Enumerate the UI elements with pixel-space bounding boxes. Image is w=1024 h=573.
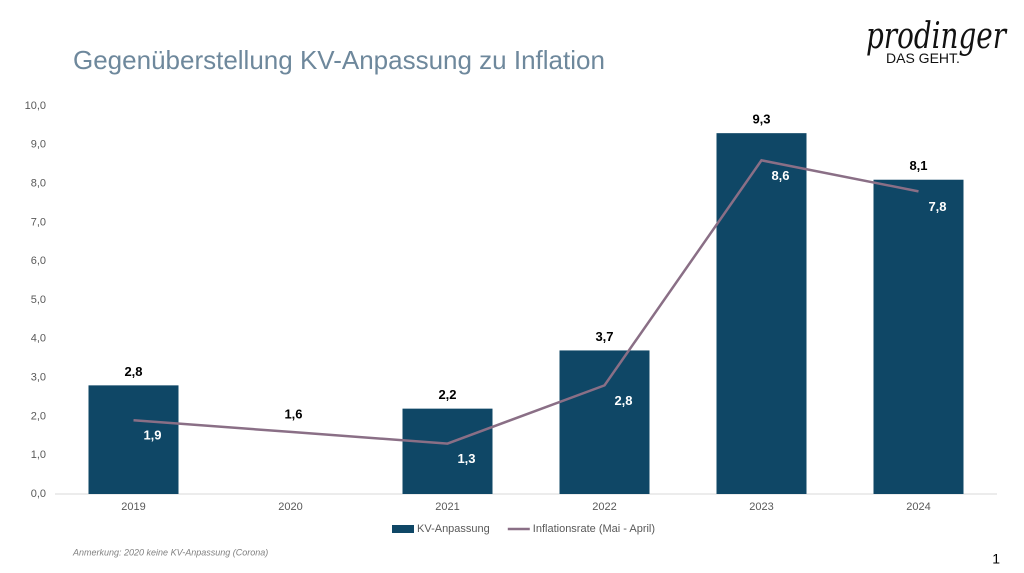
- y-tick-label: 8,0: [31, 178, 46, 190]
- line: [133, 158, 919, 445]
- y-tick-label: 7,0: [31, 216, 46, 228]
- x-tick-label: 2022: [592, 501, 616, 513]
- y-tick-label: 2,0: [31, 410, 46, 422]
- logo-brand: prodinger: [866, 16, 1007, 57]
- x-tick-label: 2020: [278, 501, 302, 513]
- y-tick-label: 5,0: [31, 294, 46, 306]
- legend-label: Inflationsrate (Mai - April): [533, 523, 655, 535]
- annotation: Anmerkung: 2020 keine KV-Anpassung (Coro…: [72, 547, 268, 557]
- bar: [88, 385, 179, 494]
- bar: [716, 133, 807, 494]
- y-tick-label: 1,0: [31, 449, 46, 461]
- y-tick-label: 3,0: [31, 372, 46, 384]
- bar: [402, 408, 493, 494]
- bar-value-label: 2,2: [438, 387, 456, 402]
- page-number: 1: [992, 551, 1000, 567]
- line-value-label: 8,6: [771, 168, 789, 183]
- y-tick-label: 4,0: [31, 333, 46, 345]
- line-value-label: 1,3: [457, 451, 475, 466]
- line-value-label: 1,6: [284, 406, 302, 421]
- x-tick-label: 2019: [121, 501, 145, 513]
- y-tick-label: 0,0: [31, 488, 46, 500]
- y-tick-label: 10,0: [25, 100, 46, 112]
- x-tick-label: 2024: [906, 501, 930, 513]
- y-tick-label: 6,0: [31, 255, 46, 267]
- x-tick-label: 2021: [435, 501, 459, 513]
- legend-label: KV-Anpassung: [417, 523, 490, 535]
- line-value-label: 2,8: [614, 393, 632, 408]
- line-value-label: 1,9: [143, 428, 161, 443]
- bar: [559, 350, 650, 494]
- bar-value-label: 9,3: [752, 112, 770, 127]
- chart-title: Gegenüberstellung KV-Anpassung zu Inflat…: [73, 45, 605, 75]
- line-value-label: 7,8: [928, 199, 946, 214]
- y-tick-label: 9,0: [31, 139, 46, 151]
- bar-value-label: 8,1: [909, 158, 927, 173]
- logo-slogan: DAS GEHT.: [886, 50, 960, 66]
- bar-value-label: 3,7: [595, 329, 613, 344]
- legend-swatch: [392, 525, 414, 533]
- bar-value-label: 2,8: [124, 364, 142, 379]
- x-tick-label: 2023: [749, 501, 773, 513]
- bar: [873, 179, 964, 494]
